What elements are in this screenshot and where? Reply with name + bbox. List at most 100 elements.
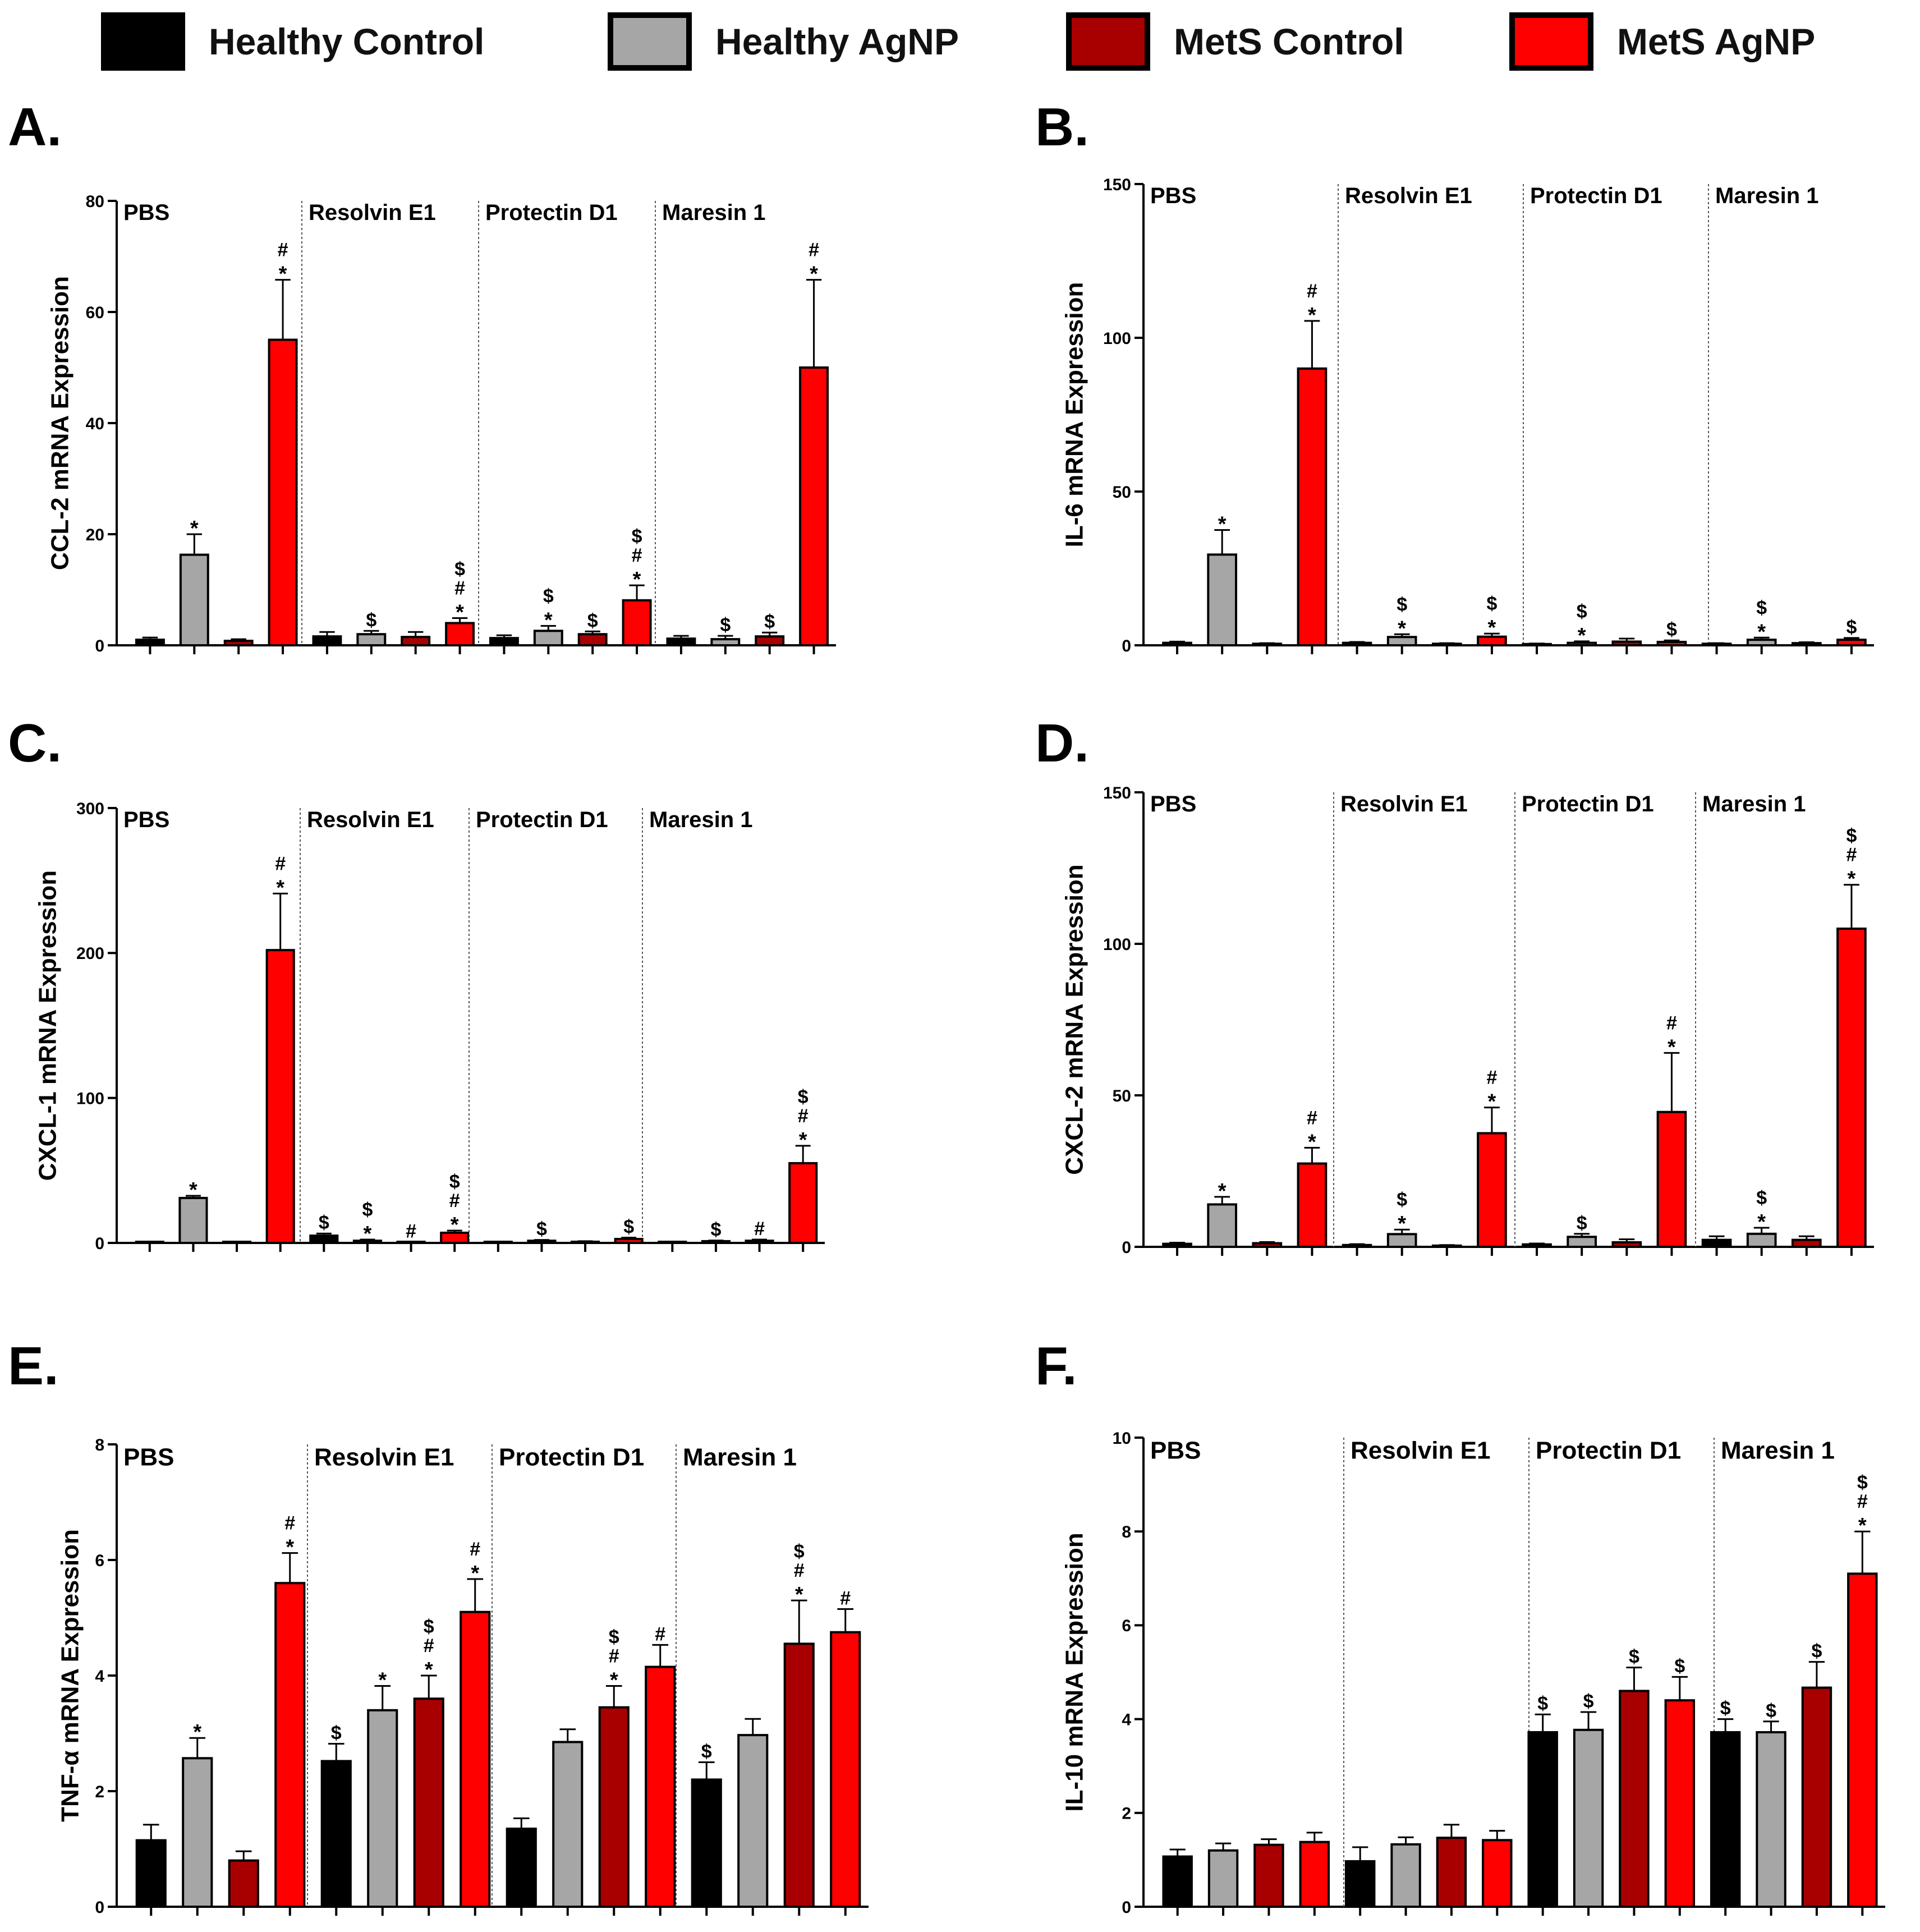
bar-pbs-1: [135, 639, 165, 646]
significance-marker: $: [1583, 1691, 1594, 1712]
bar-resolvin-e1-2: [352, 1240, 383, 1244]
panel-letter-d: D.: [1035, 713, 1089, 773]
bar-protectin-d1-2: [527, 1240, 557, 1244]
bar-pbs-2: [178, 1196, 208, 1245]
significance-marker: *: [189, 1178, 197, 1202]
significance-marker: #: [406, 1221, 416, 1242]
bar-protectin-d1-1: [506, 1827, 537, 1908]
bar-maresin-1-2: [737, 1734, 769, 1908]
significance-marker: $: [362, 1199, 373, 1220]
bar-resolvin-e1-2: [367, 1709, 398, 1908]
significance-marker: *: [1218, 1180, 1227, 1203]
significance-marker: *: [810, 263, 818, 286]
y-tick-label: 50: [1113, 483, 1131, 502]
bar-resolvin-e1-3: [413, 1697, 444, 1908]
y-tick-label: 100: [76, 1089, 104, 1108]
legend-swatch-healthy-agnp: [608, 12, 692, 71]
significance-marker: $: [623, 1216, 634, 1237]
bar-resolvin-e1-4: [1477, 635, 1507, 647]
significance-marker: #: [1666, 1012, 1677, 1034]
significance-marker: #: [454, 577, 465, 599]
y-tick-label: 2: [1122, 1805, 1131, 1823]
bar-pbs-4: [1297, 1162, 1328, 1248]
bar-protectin-d1-1: [1522, 643, 1552, 646]
bar-pbs-2: [1207, 1203, 1238, 1248]
bar-resolvin-e1-1: [1342, 641, 1372, 646]
bar-maresin-1-2: [710, 638, 741, 646]
significance-marker: *: [451, 1213, 459, 1237]
y-tick-label: 4: [95, 1667, 104, 1686]
bar-maresin-1-4: [799, 366, 829, 646]
bar-maresin-1-3: [755, 635, 785, 647]
bar-resolvin-e1-1: [320, 1760, 352, 1908]
significance-marker: #: [424, 1635, 434, 1656]
group-label-pbs: PBS: [123, 1443, 174, 1471]
y-axis-label-e: TNF-α mRNA Expression: [57, 1529, 84, 1822]
significance-marker: $: [794, 1541, 805, 1562]
significance-marker: *: [1578, 624, 1586, 648]
significance-marker: $: [1756, 597, 1767, 618]
bar-protectin-d1-2: [533, 630, 563, 647]
significance-marker: $: [1397, 594, 1407, 615]
group-label-maresin-1: Maresin 1: [1715, 183, 1819, 208]
panel-letter-f: F.: [1035, 1336, 1077, 1396]
group-label-resolvin-e1: Resolvin E1: [1340, 792, 1468, 816]
y-tick-label: 0: [95, 637, 104, 655]
bar-protectin-d1-4: [1656, 1110, 1687, 1248]
significance-marker: $: [454, 558, 465, 580]
bar-protectin-d1-4: [614, 1238, 644, 1244]
bar-maresin-1-3: [783, 1642, 815, 1908]
significance-marker: #: [840, 1588, 851, 1609]
significance-marker: *: [1308, 304, 1316, 327]
significance-marker: *: [276, 876, 284, 900]
y-tick-label: 4: [1122, 1710, 1131, 1729]
group-label-protectin-d1: Protectin D1: [476, 807, 608, 832]
bar-pbs-1: [1162, 1242, 1192, 1249]
group-label-resolvin-e1: Resolvin E1: [307, 807, 434, 832]
significance-marker: #: [1307, 281, 1317, 302]
y-axis-label-f: IL-10 mRNA Expression: [1061, 1532, 1088, 1811]
bar-resolvin-e1-2: [1390, 1843, 1421, 1908]
significance-marker: #: [278, 240, 288, 261]
bar-resolvin-e1-2: [1386, 1233, 1417, 1249]
bar-pbs-3: [1253, 1843, 1284, 1908]
bar-pbs-2: [1207, 553, 1238, 647]
significance-marker: #: [655, 1623, 665, 1645]
bar-resolvin-e1-4: [1477, 1132, 1507, 1248]
y-tick-label: 20: [86, 526, 104, 544]
legend-item-mets-control: MetS Control: [1066, 10, 1404, 73]
legend-label-mets-control: MetS Control: [1174, 21, 1404, 62]
panel-letter-e: E.: [8, 1336, 59, 1396]
y-tick-label: 0: [95, 1898, 104, 1917]
legend-swatch-healthy-control: [101, 12, 185, 71]
bar-protectin-d1-3: [598, 1706, 630, 1908]
y-tick-label: 80: [86, 192, 104, 211]
y-tick-label: 10: [1113, 1429, 1131, 1448]
bar-pbs-3: [223, 640, 254, 646]
bar-resolvin-e1-4: [1482, 1839, 1513, 1908]
significance-marker: $: [609, 1627, 619, 1648]
significance-marker: *: [795, 1583, 803, 1607]
significance-marker: #: [470, 1539, 480, 1560]
significance-marker: $: [1537, 1693, 1548, 1714]
bar-pbs-4: [265, 949, 295, 1244]
bar-maresin-1-2: [1746, 639, 1777, 646]
bar-maresin-1-4: [1836, 928, 1867, 1248]
group-label-pbs: PBS: [1150, 183, 1196, 208]
bar-protectin-d1-2: [552, 1741, 584, 1908]
significance-marker: #: [1486, 1067, 1497, 1089]
bar-pbs-1: [1162, 641, 1192, 646]
significance-marker: #: [809, 240, 819, 261]
y-tick-label: 6: [1122, 1617, 1131, 1635]
bar-protectin-d1-1: [1522, 1243, 1552, 1248]
significance-marker: *: [544, 608, 553, 632]
y-tick-label: 2: [95, 1783, 104, 1801]
y-tick-label: 150: [1103, 176, 1131, 194]
y-tick-label: 0: [1122, 1898, 1131, 1917]
bar-protectin-d1-3: [577, 633, 608, 646]
chart-c: 0 100 200 300 CXCL-1 mRNA Expression PBS Resol…: [34, 800, 825, 1253]
significance-marker: *: [1488, 616, 1496, 640]
significance-marker: $: [1486, 593, 1497, 614]
group-label-pbs: PBS: [1150, 1437, 1201, 1464]
